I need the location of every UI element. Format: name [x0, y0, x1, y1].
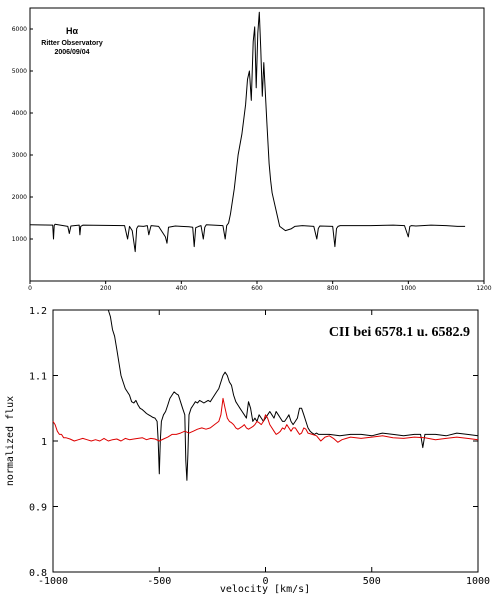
top-y-tick-label: 3000 [12, 152, 27, 159]
bottom-y-tick-label: 1.2 [29, 306, 47, 317]
bottom-y-tick-label: 1 [41, 437, 47, 448]
top-x-ticks: 0 200 400 600 800 1000 1200 [28, 281, 492, 292]
bottom-y-tick-label: 0.9 [29, 503, 47, 514]
halpha-chart: 0 200 400 600 800 1000 1200 1000 2000 3000 4000 50… [12, 7, 492, 292]
top-y-tick-label: 5000 [12, 68, 27, 75]
y-axis-label: normalized flux [5, 396, 16, 486]
bottom-x-tick-label: 0 [262, 576, 268, 587]
top-y-tick-label: 4000 [12, 110, 27, 117]
annotation-line-1: Hα [66, 26, 78, 36]
top-x-tick-label: 0 [28, 285, 32, 292]
bottom-x-tick-label: -500 [147, 576, 171, 587]
top-series [29, 11, 466, 253]
red-spectrum-line [52, 397, 479, 443]
x-axis-label: velocity [km/s] [220, 584, 310, 595]
annotation-line-2: Ritter Observatory [41, 40, 103, 47]
top-y-tick-label: 2000 [12, 194, 27, 201]
top-y-tick-label: 6000 [12, 26, 27, 33]
halpha-profile-line [29, 11, 466, 253]
bottom-x-tick-label: 1000 [466, 576, 490, 587]
top-x-tick-label: 800 [327, 285, 339, 292]
cii-annotation: CII bei 6578.1 u. 6582.9 [329, 325, 470, 340]
black-spectrum-line [107, 309, 479, 481]
top-x-tick-label: 1200 [476, 285, 491, 292]
top-x-tick-label: 600 [251, 285, 263, 292]
bottom-y-tick-label: 1.1 [29, 372, 47, 383]
top-x-tick-label: 1000 [401, 285, 416, 292]
bottom-series [52, 309, 479, 481]
top-x-tick-label: 400 [176, 285, 188, 292]
bottom-x-ticks: -1000 -500 0 500 1000 [38, 310, 490, 587]
top-x-tick-label: 200 [100, 285, 112, 292]
top-y-tick-label: 1000 [12, 236, 27, 243]
annotation-line-3: 2006/09/04 [54, 49, 89, 56]
bottom-x-tick-label: 500 [363, 576, 381, 587]
bottom-y-ticks: 0.8 0.9 1 1.1 1.2 [29, 306, 478, 579]
top-y-ticks: 1000 2000 3000 4000 5000 6000 [12, 26, 33, 243]
cii-chart: -1000 -500 0 500 1000 0.8 0.9 1 1.1 1.2 CII bei … [5, 306, 490, 595]
bottom-x-tick-label: -1000 [38, 576, 68, 587]
bottom-y-tick-label: 0.8 [29, 568, 47, 579]
